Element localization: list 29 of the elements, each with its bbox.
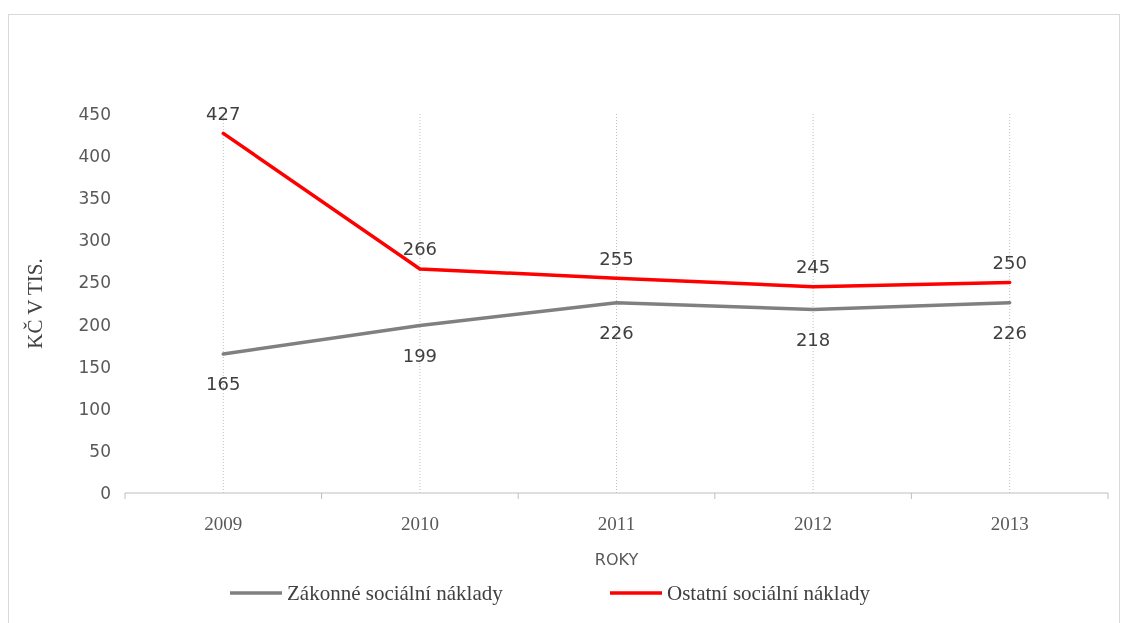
y-tick-label: 200 (78, 314, 111, 335)
data-label: 245 (795, 255, 831, 277)
y-tick-label: 0 (100, 482, 111, 503)
data-label: 218 (795, 328, 831, 350)
y-tick-label: 350 (78, 188, 111, 209)
legend-label: Ostatní sociální náklady (667, 581, 871, 606)
x-tick-label: 2011 (597, 513, 636, 534)
y-tick-label: 450 (78, 103, 111, 124)
data-label: 250 (992, 251, 1027, 273)
data-label: 226 (599, 321, 634, 343)
data-label: 165 (206, 373, 241, 395)
y-tick-label: 50 (89, 440, 111, 461)
y-tick-label: 100 (78, 398, 111, 419)
data-label: 427 (206, 102, 241, 124)
y-tick-label: 300 (78, 230, 111, 251)
y-axis-title: KČ V TIS. (23, 258, 47, 349)
y-tick-label: 150 (78, 356, 111, 377)
x-tick-label: 2010 (400, 513, 439, 534)
x-axis-title: ROKY (594, 550, 639, 569)
x-tick-label: 2009 (204, 513, 243, 534)
x-tick-label: 2012 (794, 513, 833, 534)
data-label: 199 (402, 344, 438, 366)
x-tick-label: 2013 (990, 513, 1029, 534)
data-label: 226 (992, 321, 1027, 343)
y-tick-label: 250 (78, 272, 111, 293)
y-tick-label: 400 (78, 146, 111, 167)
legend-label: Zákonné sociální náklady (287, 581, 504, 606)
data-label: 266 (402, 238, 438, 260)
data-label: 255 (599, 247, 634, 269)
